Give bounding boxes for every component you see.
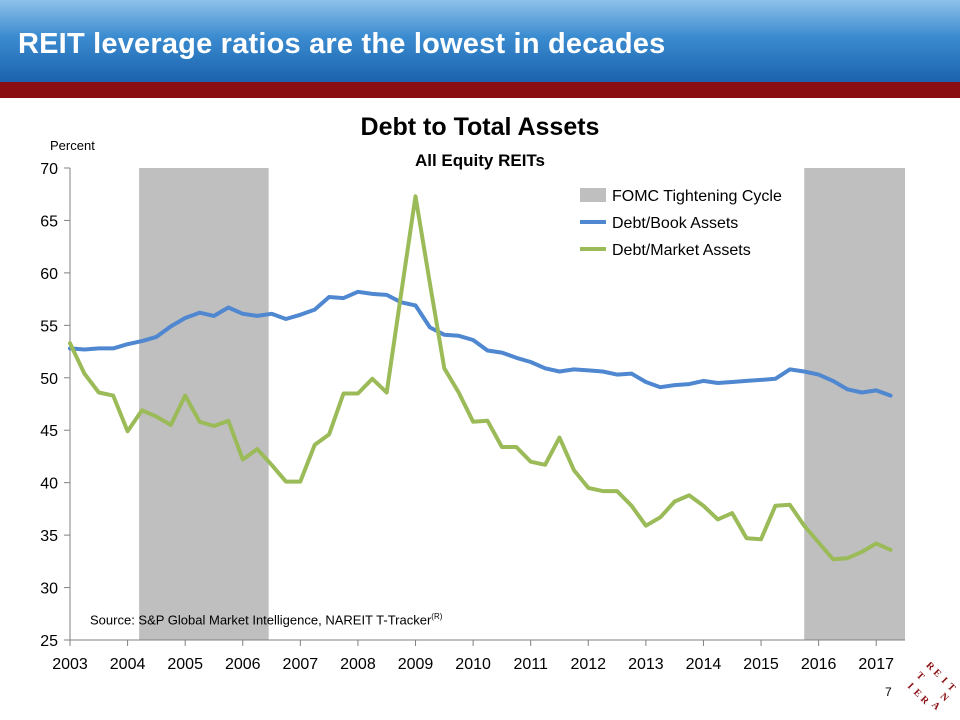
logo-letter: I bbox=[939, 675, 950, 686]
y-tick-label: 60 bbox=[40, 266, 58, 283]
legend: FOMC Tightening Cycle Debt/Book Assets Deb… bbox=[580, 188, 782, 259]
x-tick-label: 2014 bbox=[686, 656, 722, 673]
legend-label: Debt/Book Assets bbox=[612, 215, 738, 232]
source-mark: (R) bbox=[431, 612, 443, 621]
y-tick-label: 45 bbox=[40, 423, 58, 440]
y-tick-label: 65 bbox=[40, 213, 58, 230]
y-tick-label: 55 bbox=[40, 318, 58, 335]
shaded-region-0 bbox=[139, 168, 269, 640]
page-number: 7 bbox=[885, 685, 892, 699]
y-tick-label: 25 bbox=[40, 633, 58, 650]
y-tick-label: 40 bbox=[40, 476, 58, 493]
y-axis-label: Percent bbox=[50, 138, 95, 153]
x-tick-label: 2008 bbox=[340, 656, 376, 673]
x-tick-label: 2005 bbox=[167, 656, 203, 673]
y-tick-label: 70 bbox=[40, 161, 58, 178]
series-line-1 bbox=[68, 194, 893, 562]
series-lines bbox=[68, 194, 893, 562]
header-rule bbox=[0, 82, 960, 98]
logo-letter: R bbox=[918, 694, 931, 707]
y-tick-label: 35 bbox=[40, 528, 58, 545]
source-text: Source: S&P Global Market Intelligence, … bbox=[90, 612, 432, 628]
logo-letter: T bbox=[914, 670, 927, 683]
legend-label: Debt/Market Assets bbox=[612, 242, 751, 259]
x-tick-label: 2007 bbox=[283, 656, 319, 673]
y-tick-label: 30 bbox=[40, 581, 58, 598]
chart-axes: 25 30 35 40 45 50 55 60 65 70 2003 2004 2005 2006 2007… bbox=[40, 161, 905, 673]
x-tick-label: 2011 bbox=[513, 656, 548, 673]
x-tick-label: 2009 bbox=[398, 656, 434, 673]
x-tick-label: 2010 bbox=[455, 656, 491, 673]
x-tick-label: 2003 bbox=[52, 656, 88, 673]
x-tick-label: 2016 bbox=[801, 656, 837, 673]
legend-swatch-shading bbox=[580, 188, 606, 202]
logo-letter: E bbox=[931, 667, 944, 680]
x-tick-label: 2004 bbox=[110, 656, 146, 673]
series-line-0 bbox=[68, 289, 893, 398]
logo-letter: R bbox=[923, 662, 936, 673]
legend-label: FOMC Tightening Cycle bbox=[612, 188, 782, 205]
chart-subtitle: All Equity REITs bbox=[414, 151, 546, 170]
x-tick-label: 2013 bbox=[628, 656, 664, 673]
x-tick-label: 2012 bbox=[570, 656, 606, 673]
y-tick-label: 50 bbox=[40, 371, 58, 388]
source-note: Source: S&P Global Market Intelligence, … bbox=[90, 612, 442, 627]
shaded-region-1 bbox=[804, 168, 905, 640]
logo-letter: I bbox=[905, 681, 915, 692]
chart-title: Debt to Total Assets bbox=[360, 113, 600, 141]
x-tick-label: 2015 bbox=[743, 656, 779, 673]
header-bar: REIT leverage ratios are the lowest in d… bbox=[0, 0, 960, 82]
x-tick-label: 2006 bbox=[225, 656, 261, 673]
x-tick-label: 2017 bbox=[858, 656, 894, 673]
shaded-regions bbox=[139, 168, 905, 640]
slide-title: REIT leverage ratios are the lowest in d… bbox=[18, 28, 666, 60]
